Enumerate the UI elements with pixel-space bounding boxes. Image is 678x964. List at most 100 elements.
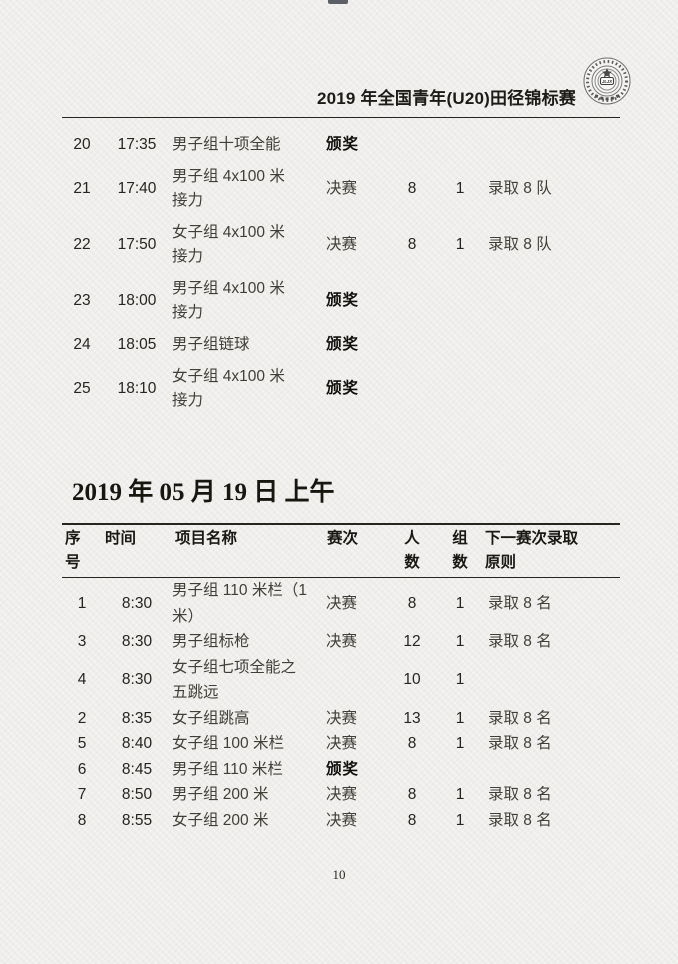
- round-cell: 决赛: [326, 735, 358, 752]
- seq-cell: 3: [77, 633, 87, 650]
- schedule-table-previous-session: 20 17:35 男子组十项全能 颁奖 21 17:40 男子组 4x100 米…: [62, 129, 620, 417]
- people-cell: 13: [403, 709, 421, 727]
- athletics-association-logo-icon: JLJX: [583, 57, 631, 105]
- table-row: 1 8:30 男子组 110 米栏（1 米） 决赛 8 1 录取 8 名: [62, 578, 620, 629]
- round-cell: 决赛: [326, 236, 358, 253]
- table-body: 1 8:30 男子组 110 米栏（1 米） 决赛 8 1 录取 8 名 3 8…: [62, 578, 620, 833]
- groups-cell: 1: [455, 735, 465, 752]
- event-cell: 男子组标枪: [172, 633, 250, 650]
- schedule-table-morning: 序 号 时间 项目名称 赛次 人 数 组 数 下一赛次录取 原则 1 8:30 …: [62, 523, 620, 833]
- seq-cell: 4: [77, 671, 87, 689]
- groups-cell: 1: [455, 709, 465, 727]
- time-cell: 8:55: [121, 811, 153, 829]
- groups-cell: 1: [455, 236, 465, 253]
- svg-text:JLJX: JLJX: [602, 79, 612, 84]
- seq-cell: 6: [77, 760, 87, 778]
- table-row: 2 8:35 女子组跳高 决赛 13 1 录取 8 名: [62, 706, 620, 732]
- seq-cell: 25: [73, 380, 91, 397]
- page-content: 2019 年全国青年(U20)田径锦标赛 JLJX 20 17:35 男子组十项…: [62, 0, 631, 833]
- time-cell: 8:50: [121, 786, 153, 803]
- round-cell: 颁奖: [326, 292, 360, 309]
- event-cell: 男子组 110 米栏: [172, 760, 283, 778]
- time-cell: 8:40: [121, 735, 153, 752]
- round-header: 赛次: [327, 530, 359, 547]
- table-row: 24 18:05 男子组链球 颁奖: [62, 329, 620, 361]
- table-row: 25 18:10 女子组 4x100 米 接力 颁奖: [62, 361, 620, 417]
- time-cell: 17:40: [117, 180, 157, 197]
- time-cell: 8:35: [121, 709, 153, 727]
- time-cell: 8:30: [121, 671, 153, 689]
- document-title: 2019 年全国青年(U20)田径锦标赛: [316, 89, 576, 108]
- seq-cell: 21: [73, 180, 91, 197]
- table-row: 5 8:40 女子组 100 米栏 决赛 8 1 录取 8 名: [62, 731, 620, 757]
- seq-cell: 2: [77, 709, 87, 727]
- event-cell: 男子组链球: [172, 336, 250, 353]
- people-cell: 10: [403, 671, 421, 689]
- seq-cell: 1: [77, 594, 87, 612]
- event-cell: 女子组 200 米: [172, 811, 269, 829]
- people-cell: 8: [407, 236, 417, 253]
- round-cell: 决赛: [326, 786, 358, 803]
- document-header: 2019 年全国青年(U20)田径锦标赛 JLJX: [62, 0, 631, 118]
- page-top-marker: [328, 0, 348, 4]
- table-row: 8 8:55 女子组 200 米 决赛 8 1 录取 8 名: [62, 808, 620, 834]
- round-cell: 决赛: [326, 811, 358, 829]
- groups-cell: 1: [455, 633, 465, 650]
- round-cell: 颁奖: [326, 136, 360, 153]
- next-round-header: 下一赛次录取 原则: [485, 530, 579, 571]
- groups-cell: 1: [455, 811, 465, 829]
- time-cell: 17:35: [117, 136, 157, 153]
- table-row: 4 8:30 女子组七项全能之 五跳远 10 1: [62, 655, 620, 706]
- event-cell: 女子组 4x100 米 接力: [172, 224, 285, 265]
- seq-cell: 5: [77, 735, 87, 752]
- table-row: 21 17:40 男子组 4x100 米 接力 决赛 8 1 录取 8 队: [62, 161, 620, 217]
- table-row: 20 17:35 男子组十项全能 颁奖: [62, 129, 620, 161]
- seq-cell: 23: [73, 292, 91, 309]
- time-cell: 8:45: [121, 760, 153, 778]
- round-cell: 颁奖: [326, 380, 360, 397]
- seq-cell: 22: [73, 236, 91, 253]
- seq-header: 序 号: [65, 530, 81, 571]
- groups-cell: 1: [455, 180, 465, 197]
- groups-cell: 1: [455, 594, 465, 612]
- event-cell: 男子组 200 米: [172, 786, 269, 803]
- groups-header: 组 数: [452, 530, 468, 571]
- next-round-cell: 录取 8 名: [488, 594, 552, 612]
- table-header-row: 序 号 时间 项目名称 赛次 人 数 组 数 下一赛次录取 原则: [62, 527, 620, 575]
- round-cell: 决赛: [326, 709, 358, 727]
- next-round-cell: 录取 8 名: [488, 633, 552, 650]
- time-cell: 18:00: [117, 292, 157, 309]
- next-round-cell: 录取 8 名: [488, 811, 552, 829]
- table-row: 22 17:50 女子组 4x100 米 接力 决赛 8 1 录取 8 队: [62, 217, 620, 273]
- round-cell: 决赛: [326, 633, 358, 650]
- next-round-cell: 录取 8 队: [488, 236, 552, 253]
- people-cell: 8: [407, 594, 417, 612]
- event-cell: 女子组 4x100 米 接力: [172, 368, 285, 409]
- table-row: 7 8:50 男子组 200 米 决赛 8 1 录取 8 名: [62, 782, 620, 808]
- time-cell: 8:30: [121, 633, 153, 650]
- seq-cell: 7: [77, 786, 87, 803]
- people-cell: 12: [403, 633, 421, 650]
- next-round-cell: 录取 8 队: [488, 180, 552, 197]
- event-header: 项目名称: [175, 530, 238, 547]
- round-cell: 颁奖: [326, 760, 360, 778]
- next-round-cell: 录取 8 名: [488, 709, 552, 727]
- people-cell: 8: [407, 735, 417, 752]
- people-cell: 8: [407, 180, 417, 197]
- round-cell: 决赛: [326, 594, 358, 612]
- event-cell: 男子组十项全能: [172, 136, 281, 153]
- seq-cell: 20: [73, 136, 91, 153]
- page-number: 10: [332, 867, 346, 882]
- time-cell: 18:10: [117, 380, 157, 397]
- time-cell: 17:50: [117, 236, 157, 253]
- groups-cell: 1: [455, 786, 465, 803]
- next-round-cell: 录取 8 名: [488, 786, 552, 803]
- round-cell: 颁奖: [326, 336, 360, 353]
- time-cell: 8:30: [121, 594, 153, 612]
- table-row: 23 18:00 男子组 4x100 米 接力 颁奖: [62, 273, 620, 329]
- event-cell: 男子组 110 米栏（1 米）: [172, 582, 307, 625]
- table-row: 3 8:30 男子组标枪 决赛 12 1 录取 8 名: [62, 629, 620, 655]
- time-cell: 18:05: [117, 336, 157, 353]
- table-header: 序 号 时间 项目名称 赛次 人 数 组 数 下一赛次录取 原则: [62, 523, 620, 578]
